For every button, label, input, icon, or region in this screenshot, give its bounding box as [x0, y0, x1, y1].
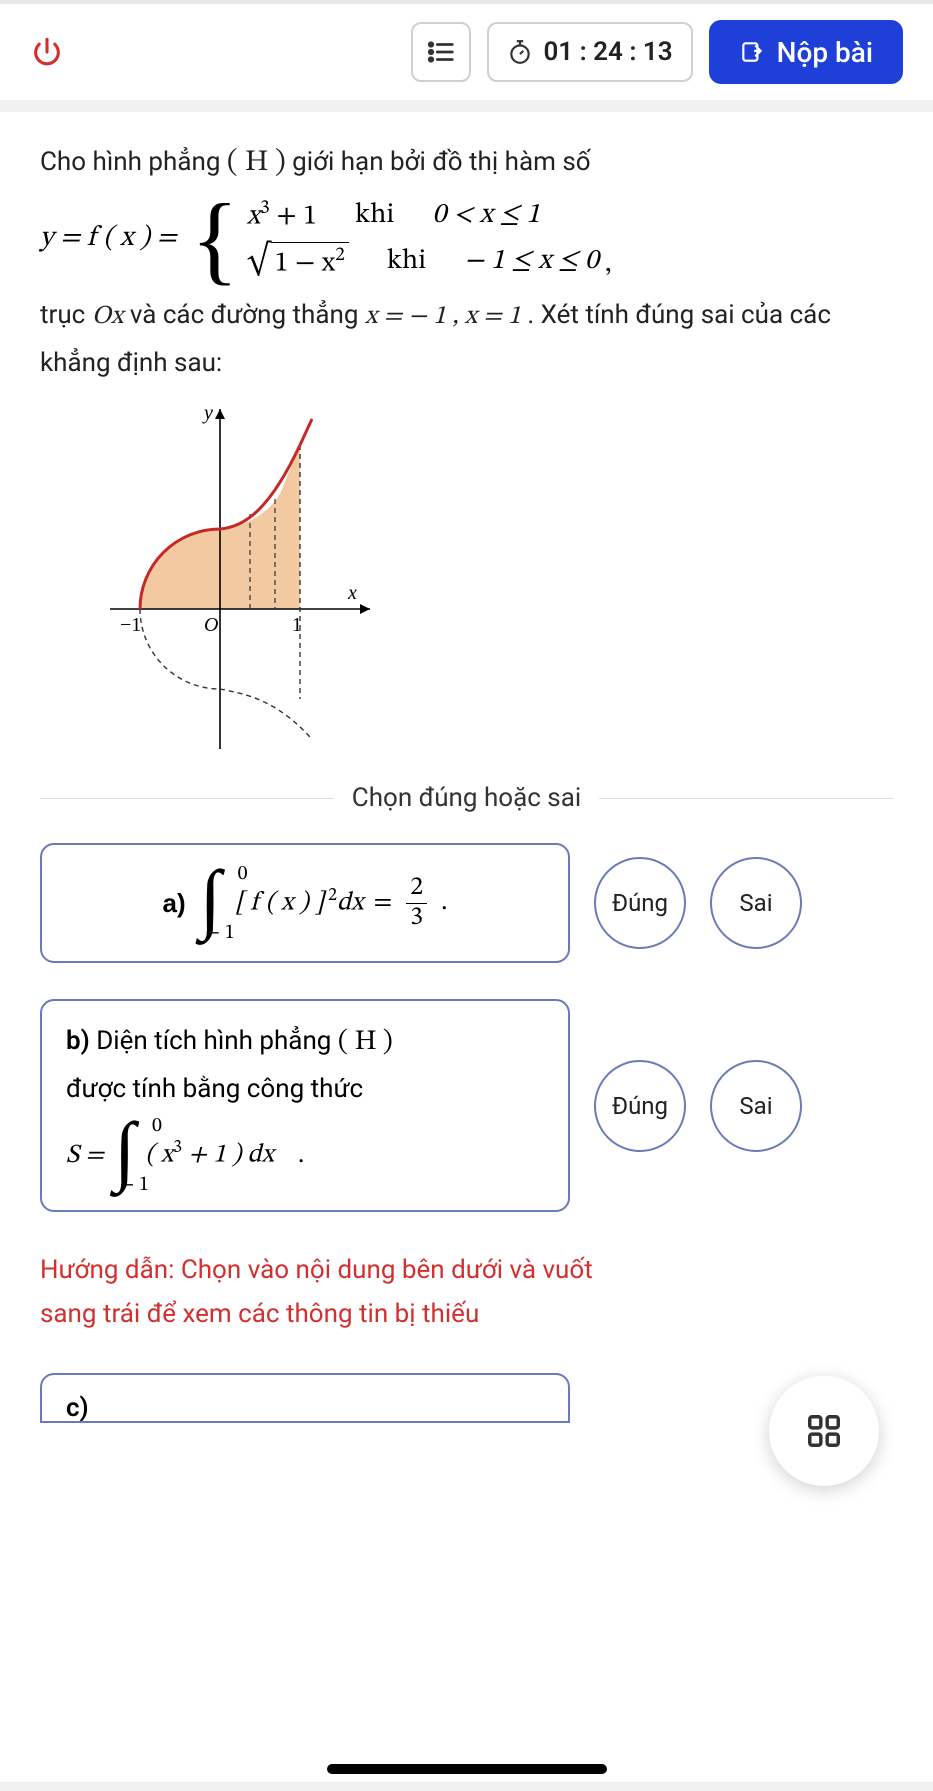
- tick-neg1: −1: [120, 614, 141, 636]
- a-dot: .: [441, 881, 447, 925]
- opt-a-label: a): [163, 881, 186, 925]
- tick-origin: O: [204, 614, 218, 636]
- a-int-upper: 0: [238, 857, 248, 891]
- home-indicator: [327, 1764, 607, 1774]
- stopwatch-icon: [507, 39, 533, 65]
- p1-tail: + 1: [270, 202, 317, 230]
- p2-cond: − 1 ≤ x ≤ 0: [464, 244, 599, 279]
- option-a-false-button[interactable]: Sai: [710, 857, 802, 949]
- l2-mid: và các đường thẳng: [130, 300, 365, 330]
- left-brace: {: [191, 201, 239, 276]
- option-b-row: b) Diện tích hình phẳng ( H ) được tính …: [40, 999, 893, 1212]
- divider-label: Chọn đúng hoặc sai: [352, 783, 581, 813]
- p2-exp: 2: [335, 245, 345, 265]
- l2-eq: x = − 1 , x = 1: [365, 304, 521, 330]
- p2-body: 1 − x: [275, 250, 336, 278]
- sqrt-icon: √: [247, 242, 271, 280]
- q-region: ( H ): [227, 148, 286, 178]
- power-icon[interactable]: [30, 35, 64, 69]
- tick-1: 1: [292, 614, 302, 636]
- b-body-tail: + 1 ) dx: [182, 1143, 274, 1169]
- b-int-lower: − 1: [120, 1168, 149, 1202]
- q-intro-suffix: giới hạn bởi đồ thị hàm số: [292, 147, 590, 177]
- question-text: Cho hình phẳng ( H ) giới hạn bởi đồ thị…: [40, 136, 893, 190]
- a-eq: =: [374, 881, 393, 925]
- submit-button[interactable]: Nộp bài: [709, 20, 903, 84]
- p1-cond: 0 < x ≤ 1: [432, 198, 540, 233]
- a-body: [ f ( x ) ]: [235, 890, 324, 916]
- timer-display: 01 : 24 : 13: [487, 22, 692, 82]
- p1-exp: 3: [260, 198, 270, 218]
- b-dot: .: [298, 1134, 304, 1178]
- hint-text: Hướng dẫn: Chọn vào nội dung bên dưới và…: [40, 1248, 893, 1336]
- p1-khi: khi: [355, 198, 394, 233]
- option-b-card[interactable]: b) Diện tích hình phẳng ( H ) được tính …: [40, 999, 570, 1212]
- b-text2: được tính bằng công thức: [66, 1067, 544, 1111]
- option-a-true-button[interactable]: Đúng: [594, 857, 686, 949]
- opt-b-label: b): [66, 1026, 90, 1056]
- top-bar: 01 : 24 : 13 Nộp bài: [0, 0, 933, 100]
- hint-line2: sang trái để xem các thông tin bị thiếu: [40, 1292, 893, 1336]
- p1-var: x: [247, 202, 260, 230]
- piecewise-comma: ,: [605, 247, 612, 282]
- option-a-card[interactable]: a) 0 ∫ − 1 [ f ( x ) ]2dx = 2 3 .: [40, 843, 570, 963]
- dashed-cubic-down: [220, 689, 310, 737]
- option-b-false-button[interactable]: Sai: [710, 1060, 802, 1152]
- submit-icon: [739, 39, 765, 65]
- y-axis-label: y: [202, 402, 213, 424]
- piece-row-1: x3 + 1 khi 0 < x ≤ 1: [247, 196, 599, 234]
- b-text1: Diện tích hình phẳng: [96, 1026, 338, 1056]
- option-c-card[interactable]: c): [40, 1373, 570, 1423]
- grid-fab-button[interactable]: [769, 1376, 879, 1486]
- question-line2: trục Ox và các đường thẳng x = − 1 , x =…: [40, 292, 893, 388]
- graph-figure: y x −1 O 1: [100, 399, 893, 763]
- opt-c-label: c): [66, 1393, 89, 1423]
- a-int-lower: − 1: [206, 916, 235, 950]
- l2-prefix: trục: [40, 300, 92, 330]
- b-body: ( x: [145, 1143, 173, 1169]
- q-intro-prefix: Cho hình phẳng: [40, 147, 227, 177]
- option-b-true-button[interactable]: Đúng: [594, 1060, 686, 1152]
- list-icon-button[interactable]: [411, 22, 471, 82]
- a-dx: dx: [337, 890, 363, 916]
- piecewise-function: y = f ( x ) = { x3 + 1 khi 0 < x ≤ 1 √ 1…: [40, 196, 893, 282]
- x-axis-label: x: [347, 582, 357, 604]
- b-lhs: S =: [66, 1134, 104, 1178]
- divider: Chọn đúng hoặc sai: [40, 783, 893, 813]
- a-frac-num: 2: [406, 874, 427, 904]
- p2-khi: khi: [387, 244, 426, 279]
- piecewise-lhs: y = f ( x ) =: [40, 221, 177, 256]
- b-int-upper: 0: [152, 1109, 162, 1143]
- timer-text: 01 : 24 : 13: [543, 37, 672, 67]
- option-a-row: a) 0 ∫ − 1 [ f ( x ) ]2dx = 2 3 . Đúng S…: [40, 843, 893, 963]
- submit-label: Nộp bài: [777, 36, 873, 69]
- b-region: ( H ): [338, 1028, 393, 1056]
- a-body-exp: 2: [328, 887, 337, 905]
- b-body-exp: 3: [173, 1139, 182, 1157]
- a-frac-den: 3: [406, 904, 427, 933]
- content-area: Cho hình phẳng ( H ) giới hạn bởi đồ thị…: [0, 112, 933, 1782]
- hint-line1: Hướng dẫn: Chọn vào nội dung bên dưới và…: [40, 1248, 893, 1292]
- grid-icon: [805, 1412, 843, 1450]
- l2-ox: Ox: [92, 304, 124, 330]
- piece-row-2: √ 1 − x2 khi − 1 ≤ x ≤ 0: [247, 242, 599, 281]
